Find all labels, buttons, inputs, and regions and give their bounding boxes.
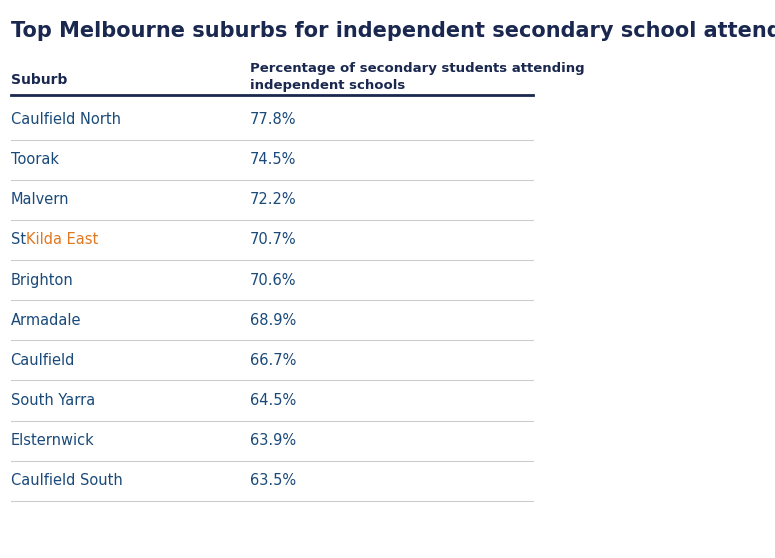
Text: 72.2%: 72.2%	[250, 193, 296, 208]
Text: Caulfield: Caulfield	[11, 353, 75, 368]
Text: Elsternwick: Elsternwick	[11, 433, 95, 448]
Text: Suburb: Suburb	[11, 73, 67, 87]
Text: Kilda East: Kilda East	[26, 233, 98, 248]
Text: Caulfield North: Caulfield North	[11, 112, 121, 127]
Text: Malvern: Malvern	[11, 193, 69, 208]
Text: 68.9%: 68.9%	[250, 312, 296, 328]
Text: 63.5%: 63.5%	[250, 473, 296, 488]
Text: St: St	[11, 233, 30, 248]
Text: 74.5%: 74.5%	[250, 152, 296, 167]
Text: 77.8%: 77.8%	[250, 112, 296, 127]
Text: 63.9%: 63.9%	[250, 433, 296, 448]
Text: Percentage of secondary students attending
independent schools: Percentage of secondary students attendi…	[250, 62, 584, 92]
Text: Top Melbourne suburbs for independent secondary school attendance: Top Melbourne suburbs for independent se…	[11, 21, 775, 41]
Text: Armadale: Armadale	[11, 312, 81, 328]
Text: Brighton: Brighton	[11, 273, 74, 287]
Text: Toorak: Toorak	[11, 152, 59, 167]
Text: 70.7%: 70.7%	[250, 233, 296, 248]
Text: 70.6%: 70.6%	[250, 273, 296, 287]
Text: 66.7%: 66.7%	[250, 353, 296, 368]
Text: 64.5%: 64.5%	[250, 393, 296, 408]
Text: South Yarra: South Yarra	[11, 393, 95, 408]
Text: Caulfield South: Caulfield South	[11, 473, 122, 488]
